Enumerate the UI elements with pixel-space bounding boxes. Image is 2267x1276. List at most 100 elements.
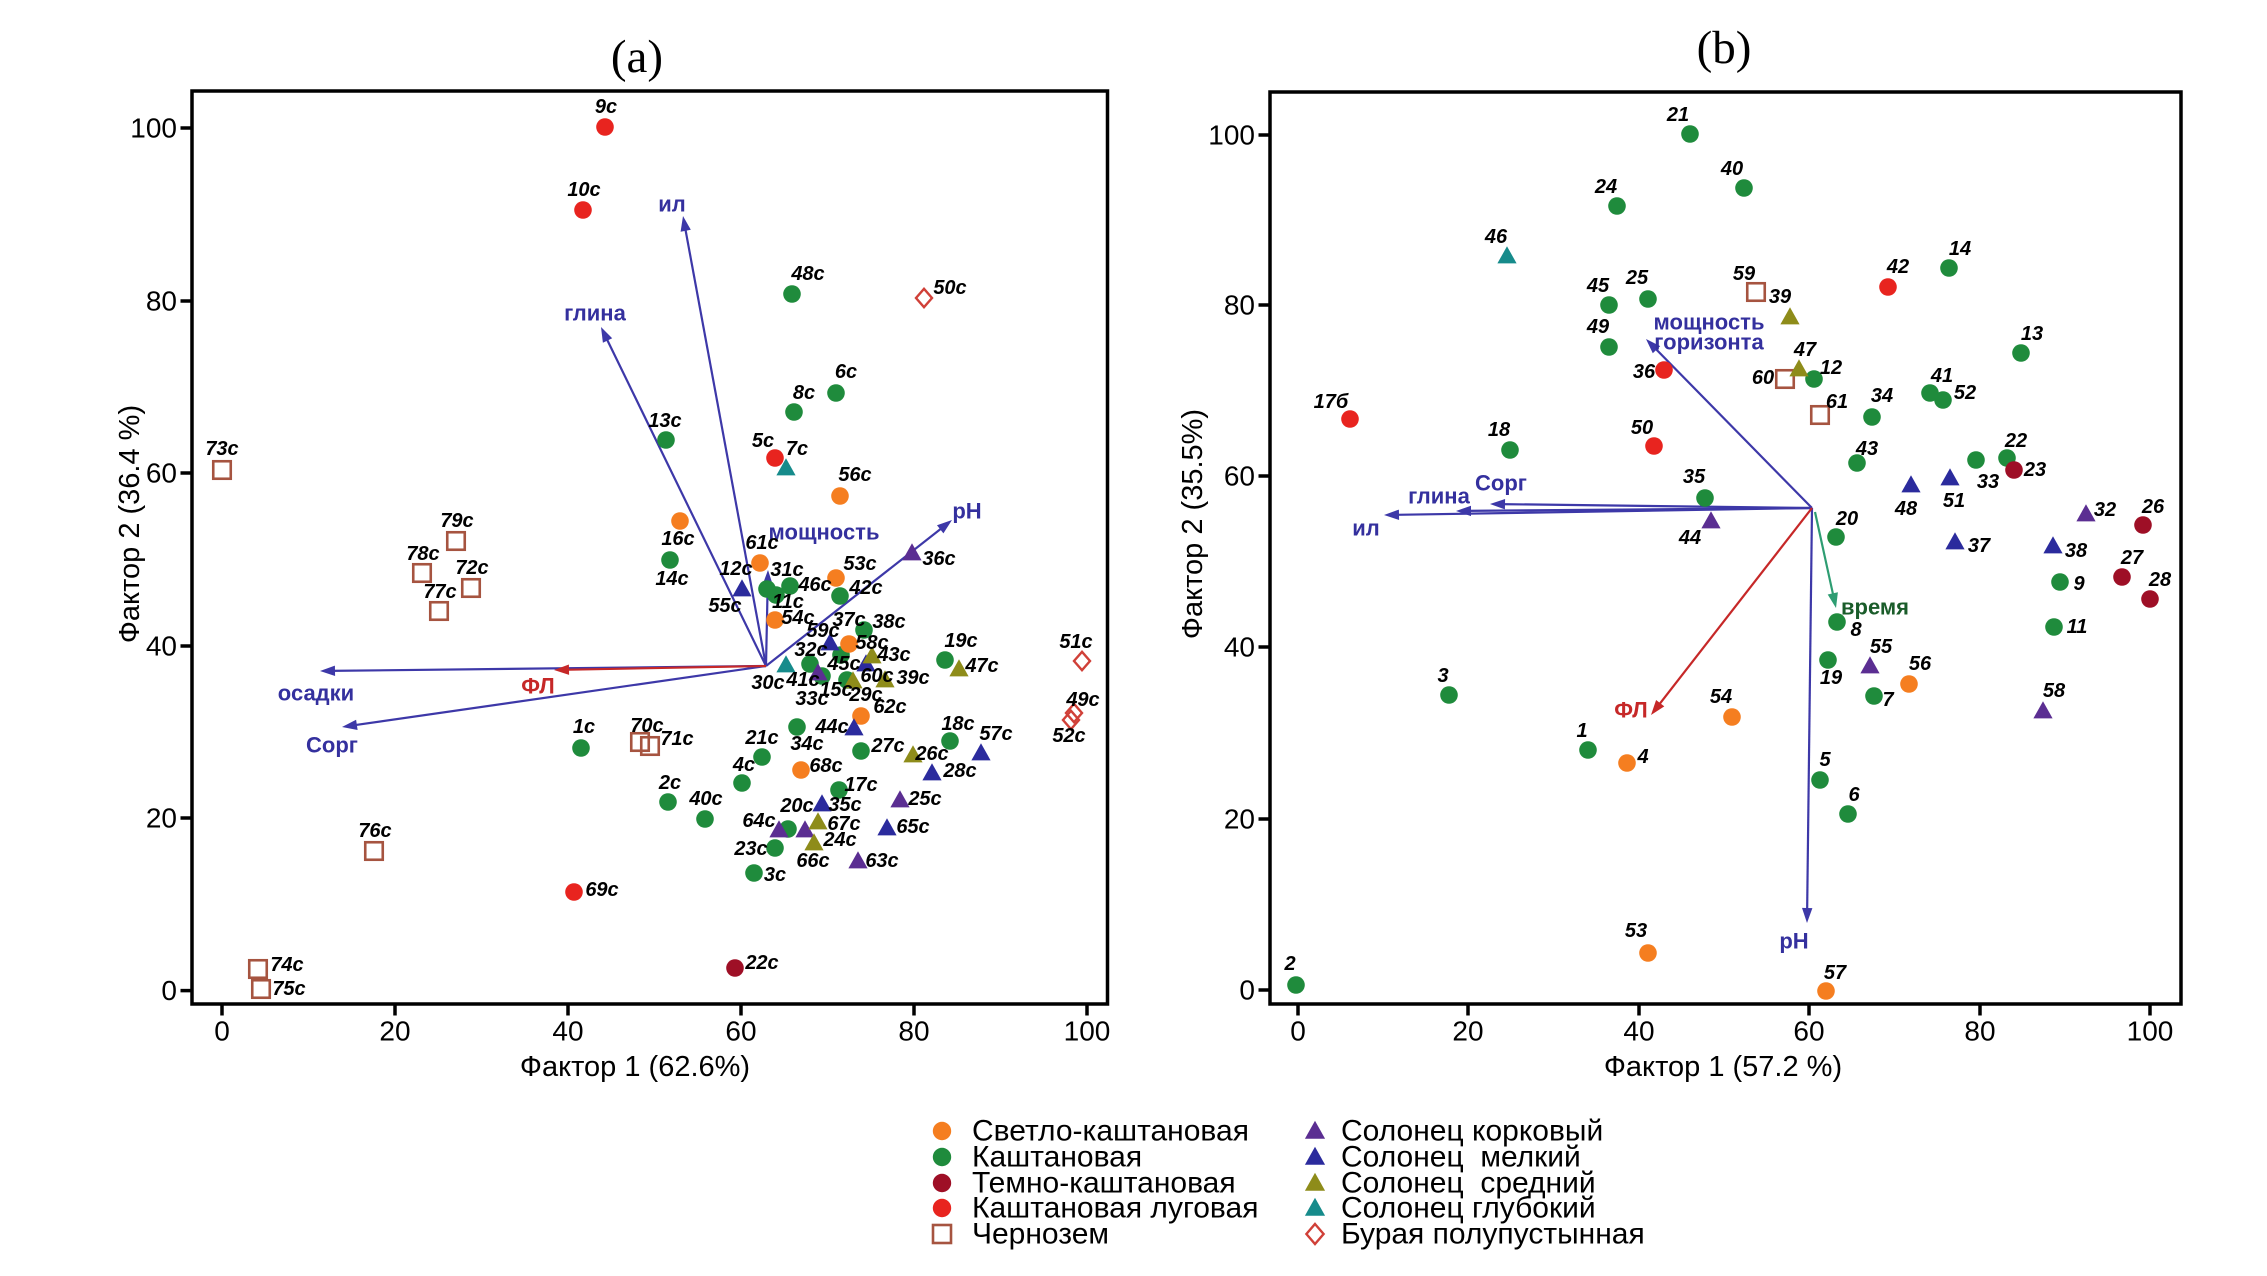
svg-text:15c: 15c — [819, 679, 852, 701]
svg-text:27: 27 — [2120, 547, 2144, 569]
svg-text:45c: 45c — [826, 653, 860, 675]
svg-text:25: 25 — [1625, 267, 1649, 289]
svg-text:52c: 52c — [1052, 725, 1085, 747]
svg-text:67c: 67c — [827, 813, 860, 835]
svg-text:80: 80 — [1224, 290, 1255, 321]
svg-text:46: 46 — [1484, 226, 1508, 248]
svg-text:76c: 76c — [358, 820, 391, 842]
svg-text:100: 100 — [2127, 1016, 2174, 1047]
svg-text:23c: 23c — [733, 838, 767, 860]
svg-text:20: 20 — [146, 803, 177, 834]
svg-text:Темно-каштановая: Темно-каштановая — [972, 1167, 1236, 1200]
svg-text:20: 20 — [1224, 804, 1255, 835]
svg-text:21: 21 — [1666, 104, 1689, 126]
svg-text:55: 55 — [1870, 636, 1893, 658]
svg-text:ФЛ: ФЛ — [521, 674, 554, 699]
svg-text:1: 1 — [1576, 720, 1587, 742]
svg-text:31c: 31c — [770, 559, 803, 581]
svg-text:pH: pH — [952, 499, 981, 524]
svg-text:47c: 47c — [964, 655, 998, 677]
svg-text:32: 32 — [2094, 499, 2116, 521]
svg-text:19: 19 — [1820, 667, 1843, 689]
svg-text:59: 59 — [1733, 263, 1756, 285]
svg-text:62c: 62c — [873, 696, 906, 718]
svg-text:56c: 56c — [838, 464, 871, 486]
svg-text:53: 53 — [1625, 920, 1647, 942]
svg-text:60: 60 — [1752, 367, 1774, 389]
svg-text:10c: 10c — [567, 179, 600, 201]
svg-text:40: 40 — [1623, 1016, 1654, 1047]
svg-text:41c: 41c — [785, 669, 819, 691]
svg-text:19c: 19c — [944, 630, 977, 652]
svg-text:36: 36 — [1633, 361, 1656, 383]
svg-text:100: 100 — [130, 113, 177, 144]
svg-text:pH: pH — [1779, 929, 1808, 954]
svg-text:0: 0 — [1290, 1016, 1306, 1047]
svg-text:39c: 39c — [896, 667, 929, 689]
svg-text:24c: 24c — [822, 829, 856, 851]
svg-text:глина: глина — [1408, 484, 1470, 509]
svg-text:45: 45 — [1586, 275, 1610, 297]
svg-text:34: 34 — [1871, 385, 1893, 407]
svg-text:Чернозем: Чернозем — [972, 1218, 1109, 1251]
svg-text:37: 37 — [1968, 535, 1991, 557]
svg-text:время: время — [1841, 595, 1909, 620]
svg-text:18c: 18c — [941, 713, 974, 735]
svg-text:(a): (a) — [611, 31, 663, 83]
svg-text:29c: 29c — [848, 684, 882, 706]
svg-text:2c: 2c — [658, 772, 681, 794]
svg-text:9: 9 — [2073, 573, 2085, 595]
svg-text:1c: 1c — [573, 716, 595, 738]
svg-text:Фактор 1 (62.6%): Фактор 1 (62.6%) — [520, 1051, 750, 1083]
svg-text:55c: 55c — [708, 595, 741, 617]
svg-text:24: 24 — [1594, 176, 1617, 198]
svg-text:38: 38 — [2065, 540, 2088, 562]
svg-text:Сорг: Сорг — [306, 733, 358, 758]
svg-text:51: 51 — [1943, 490, 1965, 512]
svg-text:6: 6 — [1848, 784, 1860, 806]
svg-text:20c: 20c — [779, 795, 813, 817]
svg-text:мощность: мощность — [769, 520, 880, 545]
svg-text:26c: 26c — [914, 743, 948, 765]
svg-text:3c: 3c — [764, 864, 786, 886]
svg-text:Светло-каштановая: Светло-каштановая — [972, 1115, 1249, 1148]
svg-text:20: 20 — [1452, 1016, 1483, 1047]
svg-text:60: 60 — [725, 1016, 756, 1047]
svg-text:66c: 66c — [796, 850, 829, 872]
svg-text:14c: 14c — [655, 568, 688, 590]
svg-text:Бурая полупустынная: Бурая полупустынная — [1341, 1218, 1645, 1251]
svg-text:80: 80 — [898, 1016, 929, 1047]
svg-text:21c: 21c — [744, 727, 778, 749]
svg-text:71c: 71c — [660, 728, 693, 750]
svg-text:40: 40 — [552, 1016, 583, 1047]
svg-text:58: 58 — [2043, 680, 2066, 702]
svg-text:Солонец мелкий: Солонец мелкий — [1341, 1141, 1581, 1174]
svg-text:12c: 12c — [719, 558, 752, 580]
svg-text:30c: 30c — [751, 672, 784, 694]
svg-text:Каштановая: Каштановая — [972, 1141, 1142, 1174]
svg-text:13: 13 — [2021, 323, 2043, 345]
svg-text:горизонта: горизонта — [1654, 330, 1764, 355]
svg-text:60: 60 — [1793, 1016, 1824, 1047]
svg-text:Фактор 1 (57.2 %): Фактор 1 (57.2 %) — [1604, 1051, 1842, 1083]
svg-text:глина: глина — [564, 301, 626, 326]
svg-text:56: 56 — [1909, 653, 1932, 675]
svg-text:34c: 34c — [790, 733, 823, 755]
svg-text:42c: 42c — [848, 577, 882, 599]
svg-text:74c: 74c — [270, 954, 303, 976]
svg-text:осадки: осадки — [278, 681, 354, 706]
svg-text:64c: 64c — [742, 810, 775, 832]
svg-text:61c: 61c — [745, 532, 778, 554]
svg-text:54c: 54c — [781, 607, 814, 629]
svg-text:7: 7 — [1882, 689, 1894, 711]
svg-text:Сорг: Сорг — [1475, 471, 1527, 496]
svg-text:69c: 69c — [585, 879, 618, 901]
svg-text:77c: 77c — [423, 581, 456, 603]
svg-text:35: 35 — [1683, 466, 1706, 488]
svg-text:ФЛ: ФЛ — [1614, 698, 1647, 723]
svg-text:59c: 59c — [806, 620, 839, 642]
svg-text:60: 60 — [146, 458, 177, 489]
svg-text:Фактор 2 (35.5%): Фактор 2 (35.5%) — [1177, 409, 1209, 639]
svg-text:16c: 16c — [661, 528, 694, 550]
svg-text:25c: 25c — [907, 788, 941, 810]
